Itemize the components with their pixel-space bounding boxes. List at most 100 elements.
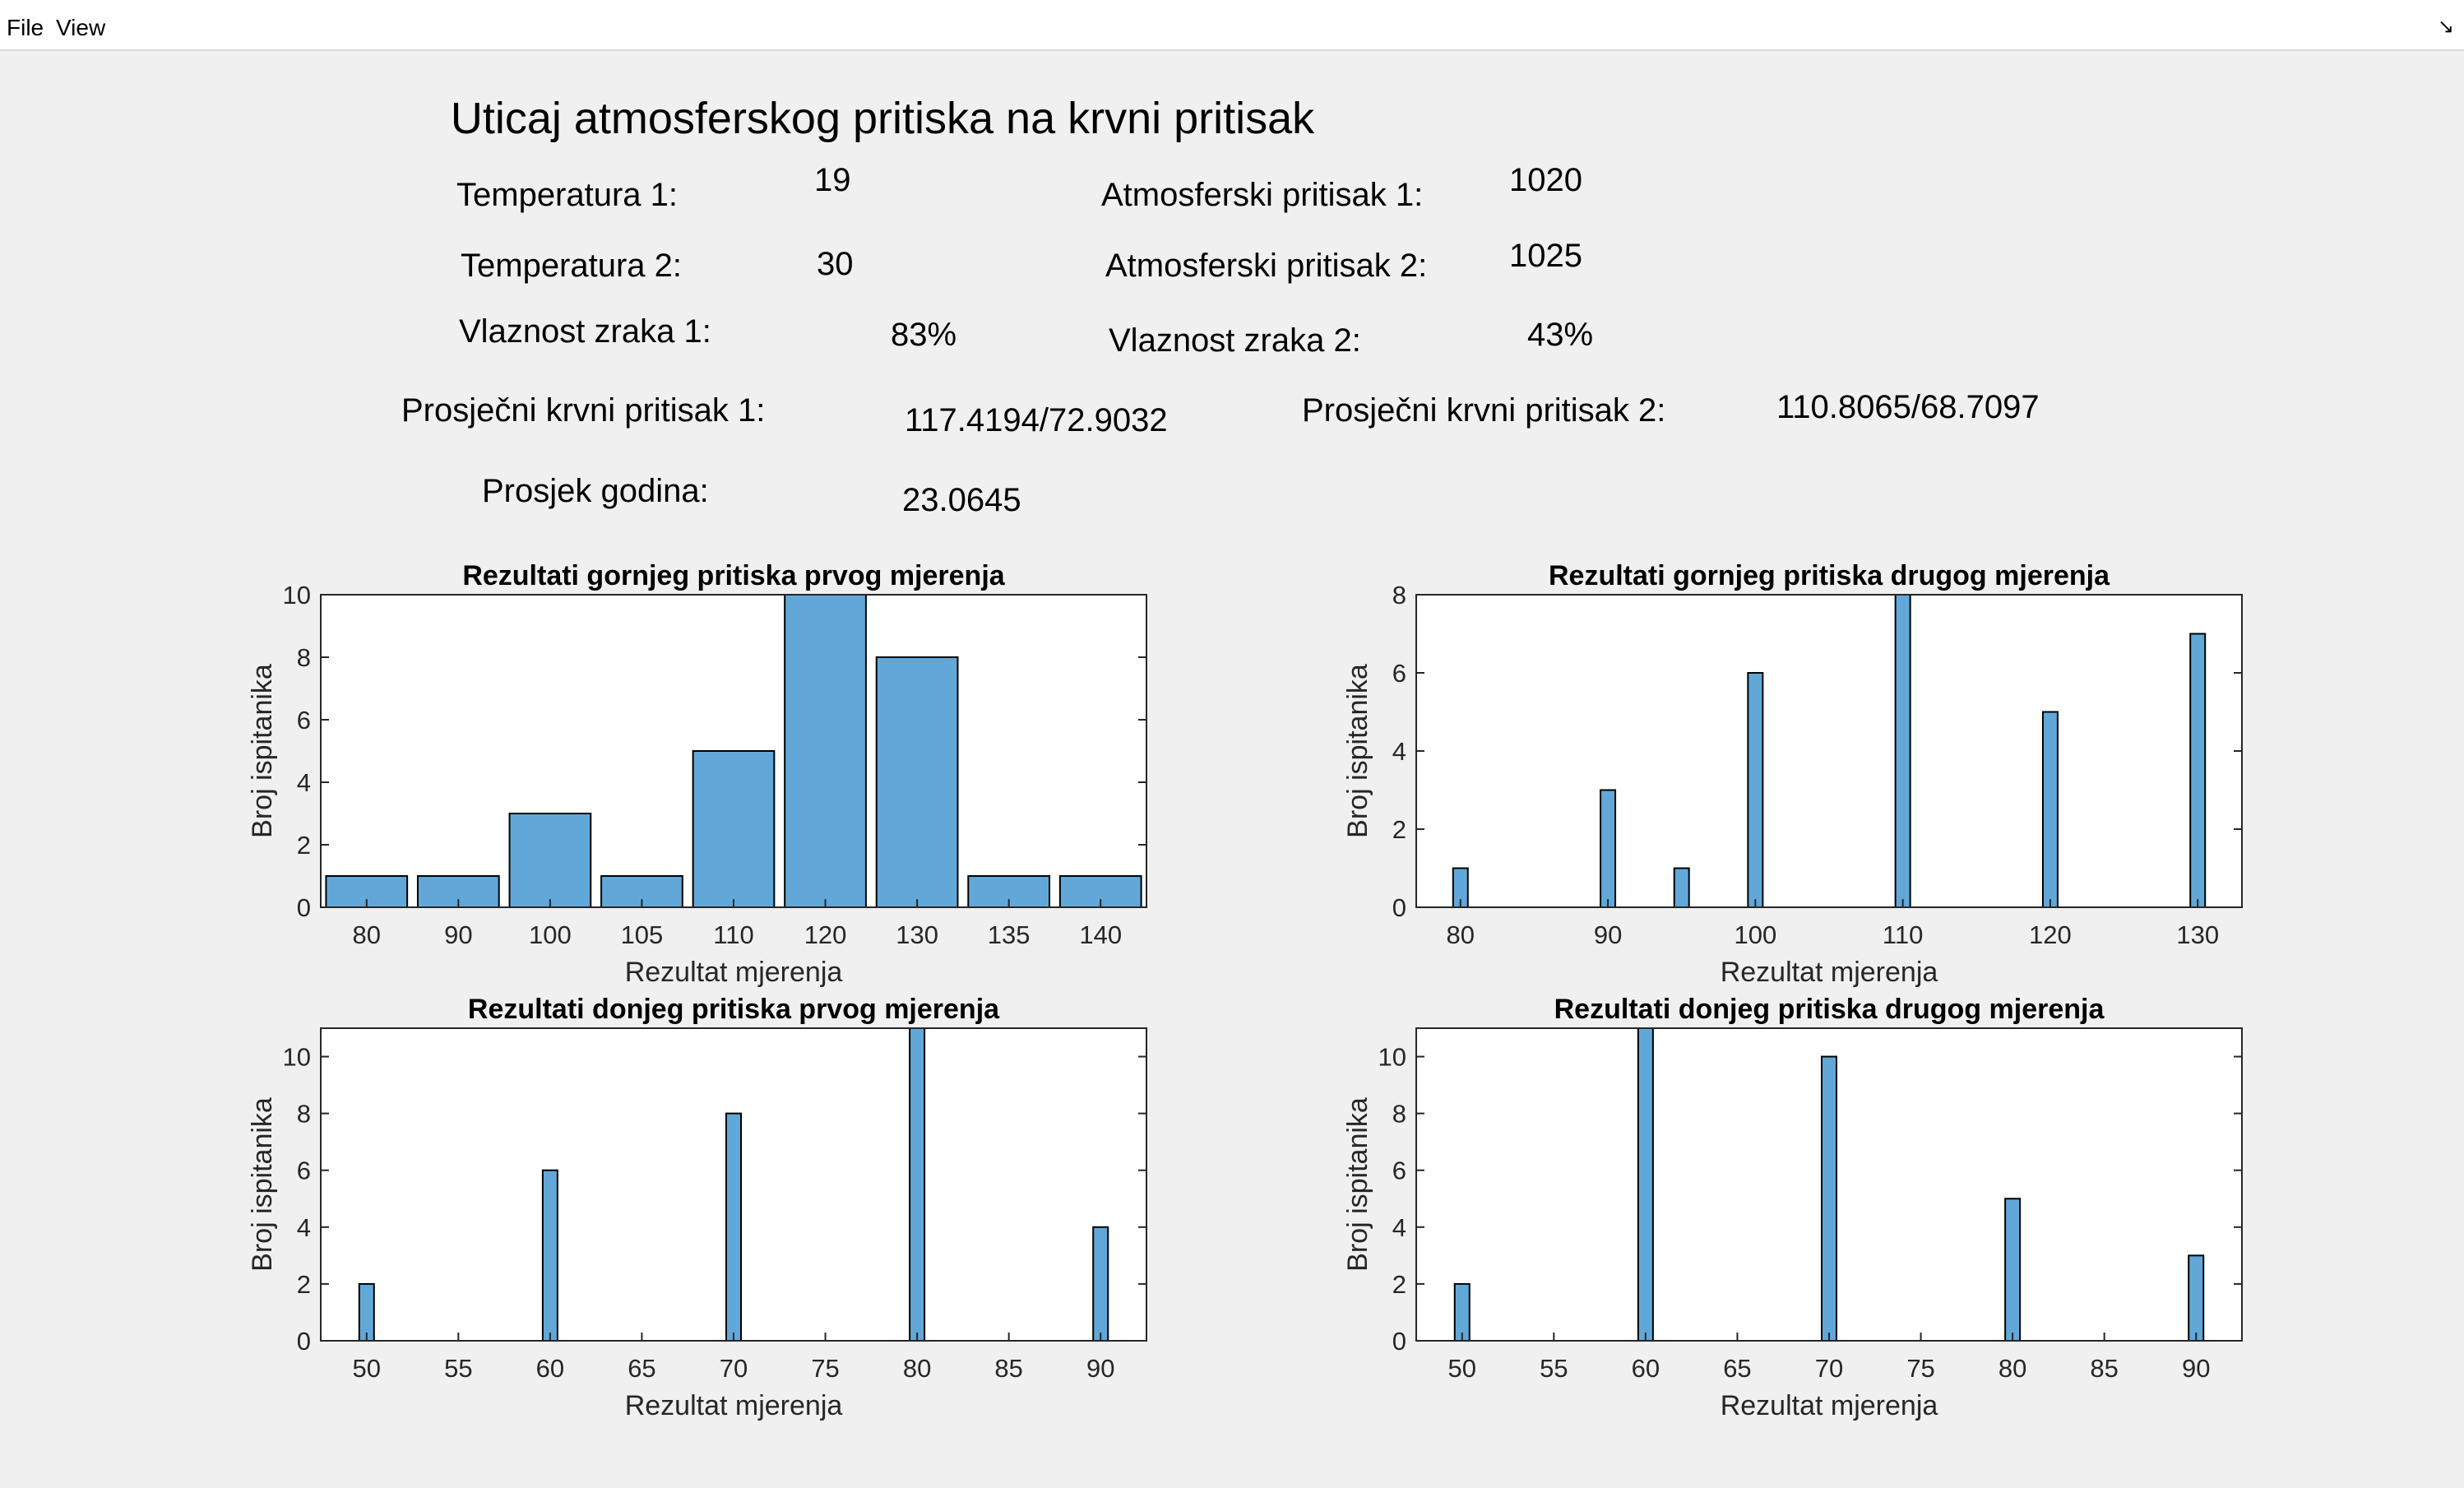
chart-title: Rezultati donjeg pritiska prvog mjerenja [468,994,1000,1025]
chart-svg: 0 2 4 6 8 10 50 55 60 65 70 75 80 85 90 Rezultati donje… [1342,994,2243,1421]
y-tick-label: 4 [1392,737,1406,766]
y-tick-label: 4 [297,768,311,797]
chart-title: Rezultati gornjeg pritiska prvog mjerenj… [462,560,1005,591]
x-tick-label: 80 [1447,920,1475,949]
average-age-label: Prosjek godina: [482,473,709,509]
x-tick-label: 80 [903,1354,931,1383]
y-tick-label: 4 [297,1213,311,1242]
upper-pressure-second-measurement-chart: 0 2 4 6 8 80 90 100 110 120 130 Rezultati gornjeg p… [1318,547,2464,1012]
y-tick-label: 10 [283,1043,311,1072]
humidity-1-value: 83% [891,317,957,353]
x-tick-label: 130 [896,920,938,949]
chart-title: Rezultati donjeg pritiska drugog mjerenj… [1554,994,2105,1025]
axes-frame [1415,594,2243,908]
bar [725,1112,742,1342]
x-tick-label: 90 [1086,1354,1114,1383]
bar [1673,867,1690,908]
bar [875,656,959,908]
bar [2041,711,2059,908]
x-tick-label: 105 [621,920,664,949]
humidity-1-label: Vlaznost zraka 1: [459,313,711,350]
average-blood-pressure-2-label: Prosječni krvni pritisak 2: [1302,392,1666,429]
x-tick-label: 80 [1999,1354,2026,1383]
x-tick-label: 55 [444,1354,472,1383]
chart-svg: 0 2 4 6 8 10 80 90 100 105 110 120 130 135 140 Rezultat… [247,560,1147,988]
atmospheric-pressure-1-value: 1020 [1509,162,1582,198]
y-tick-label: 2 [1392,1270,1406,1299]
bar [692,750,776,908]
y-tick-label: 2 [1392,815,1406,844]
page-title: Uticaj atmosferskog pritiska na krvni pr… [450,94,1315,143]
x-tick-label: 75 [811,1354,839,1383]
bar [2004,1198,2022,1342]
x-tick-label: 90 [1594,920,1622,949]
humidity-2-label: Vlaznost zraka 2: [1109,322,1361,359]
x-tick-label: 50 [1448,1354,1476,1383]
x-tick-label: 135 [988,920,1031,949]
y-tick-label: 8 [297,643,311,672]
bar [1747,672,1764,908]
x-tick-label: 130 [2176,920,2219,949]
average-blood-pressure-2-value: 110.8065/68.7097 [1776,389,2040,425]
menu-bar: File View ↘ [0,0,2464,51]
y-tick-label: 0 [1392,893,1406,922]
bar [541,1169,558,1342]
y-tick-label: 10 [283,581,311,610]
atmospheric-pressure-1-label: Atmosferski pritisak 1: [1101,177,1424,213]
y-axis-label: Broj ispitanika [247,1097,278,1272]
x-tick-label: 70 [720,1354,748,1383]
bar [2189,633,2207,908]
x-axis-label: Rezultat mjerenja [1721,957,1938,988]
x-tick-label: 85 [994,1354,1022,1383]
axes-frame [320,594,1147,908]
chart-svg: 0 2 4 6 8 10 50 55 60 65 70 75 80 85 90 Rezultati donje… [247,994,1147,1421]
bar [1453,1282,1471,1342]
chart-svg: 0 2 4 6 8 80 90 100 110 120 130 Rezultati gornjeg p… [1342,560,2243,988]
y-tick-label: 2 [297,1270,311,1299]
x-tick-label: 75 [1906,1354,1934,1383]
undock-icon[interactable]: ↘ [2437,16,2454,38]
average-blood-pressure-1-label: Prosječni krvni pritisak 1: [401,392,766,429]
menu-view[interactable]: View [56,15,106,40]
x-tick-label: 90 [444,920,472,949]
y-tick-label: 6 [1392,1157,1406,1185]
menu-file[interactable]: File [7,15,44,40]
upper-pressure-first-measurement-chart: 0 2 4 6 8 10 80 90 100 105 110 120 130 135 140 Rezultat… [222,547,1456,1012]
y-tick-label: 8 [297,1100,311,1129]
bar [1637,1027,1654,1342]
temperature-2-label: Temperatura 2: [461,248,683,284]
bar [909,1027,926,1342]
bar [1092,1226,1109,1342]
x-tick-label: 65 [1723,1354,1751,1383]
y-tick-label: 6 [1392,659,1406,688]
x-tick-label: 85 [2090,1354,2118,1383]
x-tick-label: 80 [353,920,381,949]
x-tick-label: 110 [713,920,753,949]
y-tick-label: 6 [297,1157,311,1185]
temperature-1-value: 19 [814,162,851,198]
x-axis-label: Rezultat mjerenja [1721,1390,1938,1421]
bar [508,813,592,908]
plot-area [1416,595,2242,907]
y-tick-label: 8 [1392,1100,1406,1129]
y-tick-label: 0 [1392,1327,1406,1356]
x-tick-label: 100 [529,920,572,949]
y-axis-label: Broj ispitanika [1342,664,1373,838]
y-tick-label: 2 [297,831,311,860]
x-tick-label: 50 [353,1354,381,1383]
bar [1821,1055,1837,1342]
x-tick-label: 70 [1815,1354,1843,1383]
x-tick-label: 120 [2029,920,2072,949]
y-tick-label: 6 [297,706,311,735]
x-tick-label: 100 [1734,920,1776,949]
y-tick-label: 4 [1392,1213,1406,1242]
x-tick-label: 90 [2182,1354,2210,1383]
axes-frame [1415,1027,2243,1342]
axes-frame [320,1027,1147,1342]
bar [358,1282,375,1342]
bar [784,594,867,908]
x-tick-label: 60 [1632,1354,1660,1383]
bar [1600,789,1617,908]
lower-pressure-second-measurement-chart: 0 2 4 6 8 10 50 55 60 65 70 75 80 85 90 Rezultati donje… [1318,980,2464,1445]
x-tick-label: 120 [804,920,847,949]
